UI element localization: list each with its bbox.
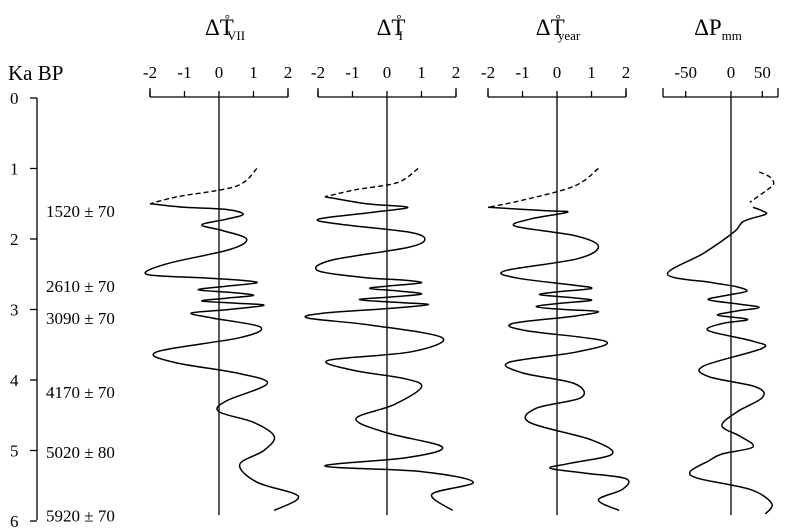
series-dashed-reconstruction xyxy=(324,167,419,198)
panel-title: ΔT° VII xyxy=(205,11,245,43)
scale-tick-label: 2 xyxy=(622,63,631,82)
panel-title-degree: ° xyxy=(225,11,230,26)
scale-tick-label: 50 xyxy=(754,63,771,82)
panel-title-main: ΔT xyxy=(205,15,234,40)
panel-title-subscript: I xyxy=(399,28,403,43)
radiocarbon-dates: 1520 ± 70 2610 ± 70 3090 ± 70 4170 ± 70 5020… xyxy=(46,202,115,526)
panel-title-main: ΔT xyxy=(536,15,565,40)
series-curve xyxy=(487,206,630,512)
date-label: 1520 ± 70 xyxy=(46,202,115,221)
depth-tick-label: 2 xyxy=(10,230,19,249)
depth-tick-label: 4 xyxy=(10,371,19,390)
panel-title-degree: ° xyxy=(396,11,401,26)
depth-tick-label: 1 xyxy=(10,160,19,179)
scale-tick-label: 0 xyxy=(215,63,224,82)
panel-title-main: ΔP xyxy=(694,15,722,40)
panel-title-main: ΔT xyxy=(377,15,406,40)
depth-tick-label: 6 xyxy=(10,512,19,528)
date-label: 5920 ± 70 xyxy=(46,506,115,525)
scale-tick-label: 0 xyxy=(383,63,392,82)
scale-tick-label: -50 xyxy=(674,63,697,82)
depth-tick-label: 0 xyxy=(10,89,19,108)
depth-axis-label: Ka BP xyxy=(8,61,63,85)
depth-axis: Ka BP 0 1 2 3 4 5 6 xyxy=(8,61,63,528)
panel-ti: ΔT° I -2 -1 0 1 2 xyxy=(304,11,475,515)
date-label: 4170 ± 70 xyxy=(46,383,115,402)
series-dashed-reconstruction xyxy=(749,171,775,203)
panel-pmm: ΔPmm -50 0 50 xyxy=(662,15,779,515)
proxy-panels: ΔT° VII-2 -1 0 1 2ΔT° I-2 -1 0 1 2ΔT° year-2 -1 0 1 2ΔP… xyxy=(143,11,779,515)
series-curve xyxy=(144,203,300,512)
series-curve xyxy=(304,195,475,512)
scale-tick-label: -1 xyxy=(345,63,359,82)
series-dashed-reconstruction xyxy=(487,167,599,208)
panel-title-degree: ° xyxy=(556,11,561,26)
scale-tick-label: 1 xyxy=(417,63,426,82)
depth-tick-label: 3 xyxy=(10,301,19,320)
scale-tick-label: -2 xyxy=(481,63,495,82)
scale-tick-label: 2 xyxy=(284,63,293,82)
series-curve xyxy=(666,206,773,515)
panel-tyear: ΔT° year -2 -1 0 1 2 xyxy=(481,11,630,515)
date-label: 2610 ± 70 xyxy=(46,277,115,296)
scale-tick-label: -2 xyxy=(143,63,157,82)
scale-tick-label: 2 xyxy=(452,63,461,82)
scale-tick-label: 0 xyxy=(553,63,562,82)
date-label: 3090 ± 70 xyxy=(46,309,115,328)
panel-title: ΔPmm xyxy=(694,15,742,43)
date-label: 5020 ± 80 xyxy=(46,443,115,462)
panel-title-subscript: mm xyxy=(722,28,742,43)
panel-tvii: ΔT° VII -2 -1 0 1 2 xyxy=(143,11,300,515)
panel-title: ΔT° I xyxy=(377,11,406,43)
depth-tick-label: 5 xyxy=(10,442,19,461)
scale-tick-label: -2 xyxy=(311,63,325,82)
scale-tick-label: 1 xyxy=(587,63,596,82)
panel-title-subscript: year xyxy=(558,28,581,43)
scale-tick-label: -1 xyxy=(515,63,529,82)
scale-tick-label: 0 xyxy=(727,63,736,82)
scale-tick-label: -1 xyxy=(177,63,191,82)
series-dashed-reconstruction xyxy=(149,167,258,205)
scale-tick-label: 1 xyxy=(249,63,258,82)
panel-title: ΔT° year xyxy=(536,11,581,43)
panel-title-subscript: VII xyxy=(227,28,245,43)
